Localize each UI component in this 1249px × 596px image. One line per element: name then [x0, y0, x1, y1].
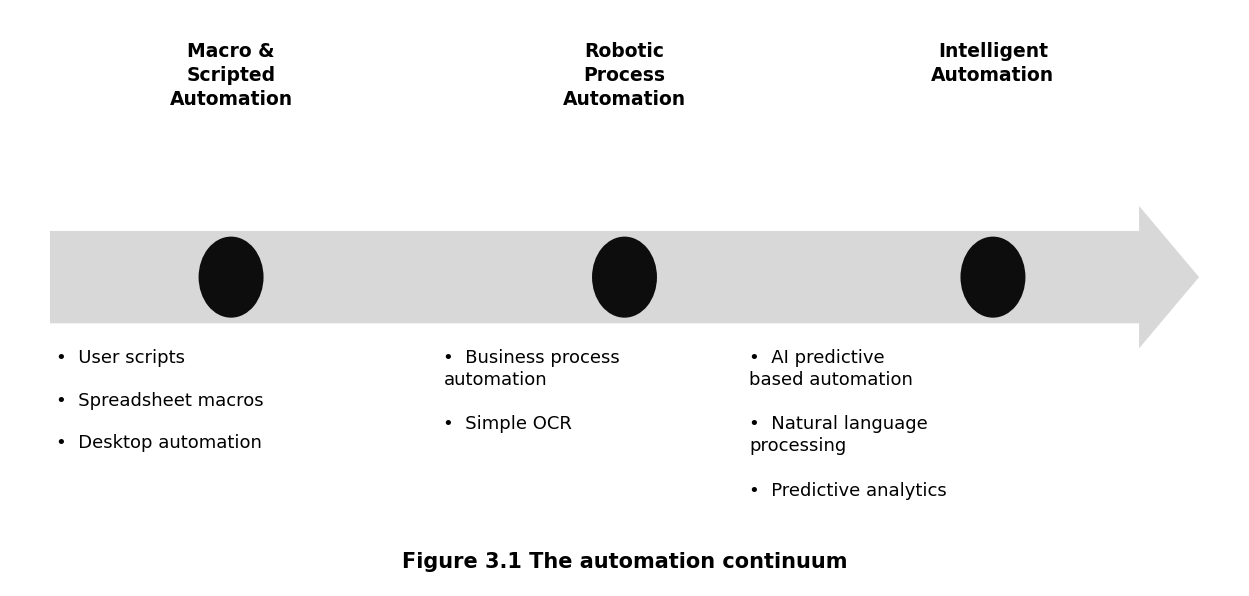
- Text: Macro &
Scripted
Automation: Macro & Scripted Automation: [170, 42, 292, 109]
- Ellipse shape: [199, 237, 264, 318]
- Ellipse shape: [592, 237, 657, 318]
- Text: •  Predictive analytics: • Predictive analytics: [749, 482, 947, 499]
- Text: Figure 3.1 The automation continuum: Figure 3.1 The automation continuum: [402, 552, 847, 572]
- Text: •  Desktop automation: • Desktop automation: [56, 434, 262, 452]
- Polygon shape: [50, 206, 1199, 348]
- Text: Intelligent
Automation: Intelligent Automation: [932, 42, 1054, 85]
- Text: •  Business process
automation: • Business process automation: [443, 349, 621, 389]
- Text: •  AI predictive
based automation: • AI predictive based automation: [749, 349, 913, 389]
- Text: •  Spreadsheet macros: • Spreadsheet macros: [56, 392, 264, 409]
- Text: •  User scripts: • User scripts: [56, 349, 185, 367]
- Text: •  Simple OCR: • Simple OCR: [443, 415, 572, 433]
- Text: Robotic
Process
Automation: Robotic Process Automation: [563, 42, 686, 109]
- Ellipse shape: [960, 237, 1025, 318]
- Text: •  Natural language
processing: • Natural language processing: [749, 415, 928, 455]
